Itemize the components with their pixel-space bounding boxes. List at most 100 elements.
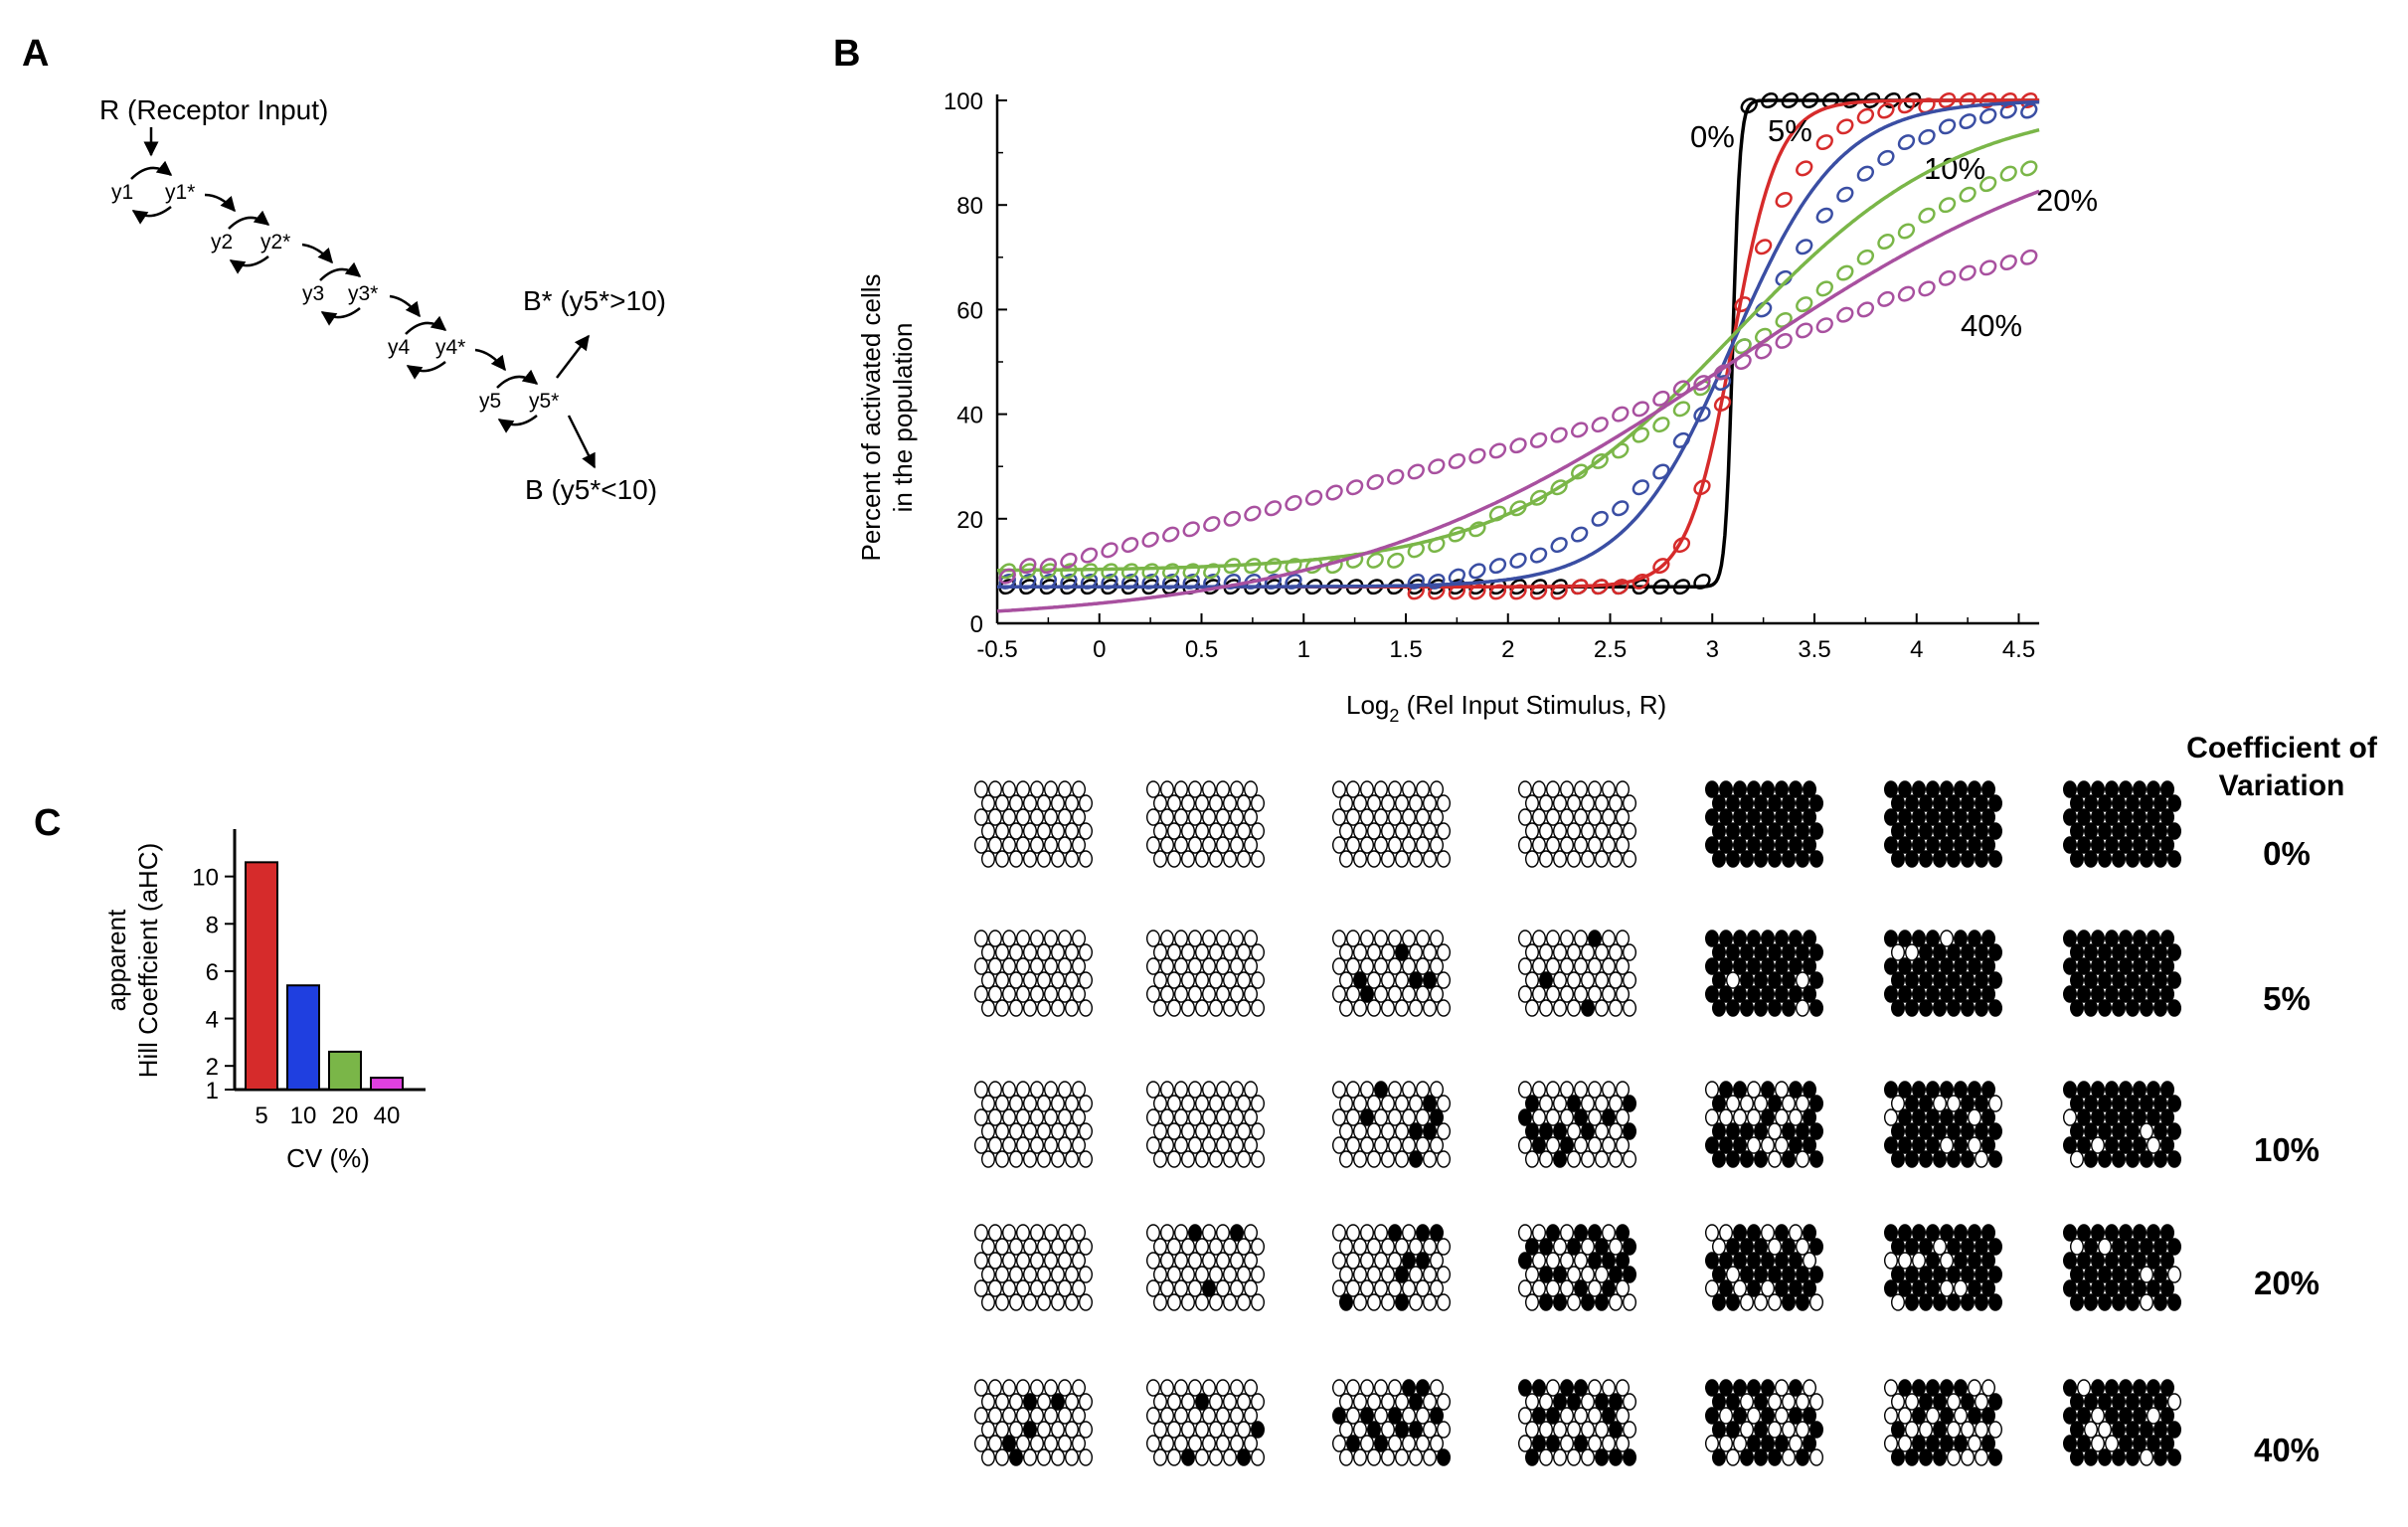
cell-active: [1960, 971, 1975, 989]
cell-active: [1718, 957, 1733, 975]
output-inactive-label: B (y5*<10): [525, 474, 657, 505]
cell-inactive: [1250, 794, 1265, 812]
cell-active: [1704, 1252, 1719, 1270]
cell-inactive: [1401, 930, 1416, 947]
cell-inactive: [1009, 1122, 1024, 1140]
cell-inactive: [1711, 1238, 1726, 1256]
cell-active: [2132, 1081, 2147, 1099]
cell-inactive: [974, 1252, 989, 1270]
data-point: [1529, 489, 1548, 506]
cell-inactive: [1338, 1238, 1353, 1256]
cell-inactive: [1559, 836, 1574, 854]
cell-inactive: [1345, 1279, 1360, 1297]
line-chart-xlabel-rest: (Rel Input Stimulus, R): [1399, 690, 1666, 720]
cell-inactive: [1601, 1379, 1616, 1397]
data-point: [1918, 128, 1936, 145]
cell-active: [2090, 1224, 2105, 1242]
data-point: [1264, 500, 1283, 517]
cell-inactive: [1208, 1421, 1223, 1439]
cell-inactive: [981, 1393, 996, 1411]
cell-active: [1808, 1150, 1823, 1168]
cell-active: [1918, 850, 1933, 868]
cell-inactive: [1615, 957, 1630, 975]
cell-inactive: [1387, 1081, 1402, 1099]
cell-inactive: [1208, 850, 1223, 868]
cell-inactive: [1002, 957, 1017, 975]
cell-active: [1739, 999, 1754, 1017]
cell-active: [2090, 957, 2105, 975]
cell-active: [1524, 1448, 1539, 1466]
data-point: [1938, 269, 1957, 286]
cv-row-label-10: 10%: [2254, 1131, 2320, 1168]
cell-active: [1953, 836, 1968, 854]
cell-inactive: [1236, 1122, 1251, 1140]
cell-inactive: [988, 1379, 1003, 1397]
cell-inactive: [1795, 1095, 1809, 1112]
cell-active: [1415, 1379, 1430, 1397]
cell-population-grid: [1331, 780, 1451, 868]
cell-inactive: [1615, 985, 1630, 1003]
cell-inactive: [1517, 1081, 1532, 1099]
cell-active: [2062, 1252, 2077, 1270]
cell-inactive: [1236, 1095, 1251, 1112]
cell-active: [2118, 1224, 2133, 1242]
cell-inactive: [1071, 930, 1086, 947]
cell-inactive: [1145, 985, 1160, 1003]
cell-inactive: [1243, 1081, 1258, 1099]
cell-active: [2090, 808, 2105, 826]
cell-active: [2111, 850, 2126, 868]
data-point: [1672, 579, 1691, 595]
cell-active: [1967, 1407, 1981, 1425]
cell-inactive: [1166, 1421, 1181, 1439]
cell-active: [1545, 1407, 1560, 1425]
cell-active: [1732, 836, 1747, 854]
cell-active: [1918, 1448, 1933, 1466]
cell-active: [2083, 1150, 2098, 1168]
cell-active: [1802, 930, 1816, 947]
cell-inactive: [1215, 930, 1230, 947]
cell-inactive: [1594, 1266, 1609, 1283]
cell-inactive: [1029, 1279, 1044, 1297]
cell-active: [1436, 1448, 1451, 1466]
cell-inactive: [1187, 1108, 1202, 1126]
cell-active: [1345, 1435, 1360, 1452]
line-chart-ytick-label: 60: [956, 297, 983, 324]
cell-active: [1746, 985, 1761, 1003]
line-chart-ylabel-line1: Percent of activated cells: [856, 273, 886, 561]
cell-inactive: [1201, 836, 1216, 854]
cv-row-label-20: 20%: [2254, 1265, 2320, 1301]
cell-inactive: [1429, 1252, 1444, 1270]
cell-inactive: [1987, 1095, 2002, 1112]
cell-active: [2090, 1081, 2105, 1099]
cell-active: [1704, 1136, 1719, 1154]
cell-inactive: [1002, 808, 1017, 826]
data-point: [1591, 579, 1609, 595]
data-point: [1775, 269, 1793, 286]
cell-active: [2083, 1095, 2098, 1112]
data-point: [1182, 521, 1200, 538]
cell-inactive: [1331, 1224, 1346, 1242]
cell-inactive: [1222, 999, 1237, 1017]
cell-inactive: [1387, 1379, 1402, 1397]
cell-active: [1725, 1293, 1740, 1311]
series-5pct: 5%: [997, 92, 2040, 600]
cell-active: [1890, 1150, 1905, 1168]
cell-inactive: [1387, 985, 1402, 1003]
cell-inactive: [1608, 1095, 1623, 1112]
cell-inactive: [1746, 1136, 1761, 1154]
cell-active: [1422, 1095, 1437, 1112]
cell-inactive: [1429, 1435, 1444, 1452]
cell-active: [1932, 971, 1947, 989]
cell-active: [1767, 999, 1782, 1017]
cell-inactive: [1345, 836, 1360, 854]
cell-active: [1946, 943, 1961, 961]
cell-active: [1187, 1224, 1202, 1242]
cell-inactive: [1380, 1393, 1395, 1411]
cell-inactive: [995, 1150, 1010, 1168]
cell-population-grid: [1331, 1379, 1451, 1466]
data-point: [1448, 452, 1466, 469]
cell-inactive: [1236, 850, 1251, 868]
line-chart-xtick-label: 0: [1093, 636, 1106, 663]
cell-inactive: [1152, 1095, 1167, 1112]
